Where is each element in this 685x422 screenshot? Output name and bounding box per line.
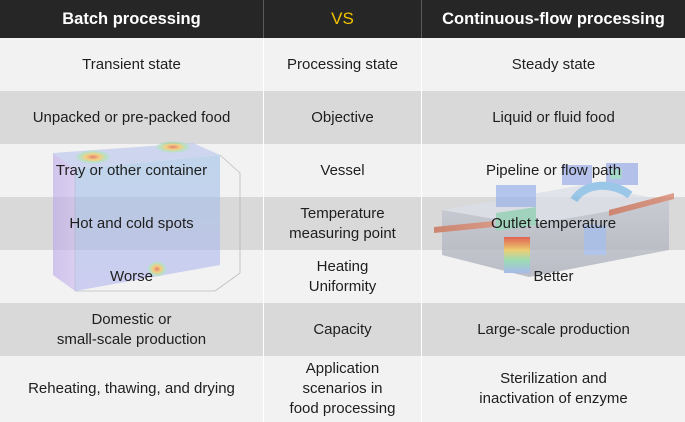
continuous-cell: Sterilization and inactivation of enzyme <box>479 370 628 407</box>
column-divider <box>421 38 422 422</box>
table-row: Transient state Processing state Steady … <box>0 38 685 91</box>
continuous-cell: Outlet temperature <box>490 214 617 232</box>
batch-cell: Reheating, thawing, and drying <box>28 380 235 398</box>
batch-processing-heading: Batch processing <box>62 9 201 28</box>
continuous-flow-heading: Continuous-flow processing <box>442 9 665 28</box>
column-divider <box>263 38 264 422</box>
batch-cell: Transient state <box>82 55 181 73</box>
table-row: Worse Heating Uniformity Better <box>0 250 685 303</box>
batch-cell: Unpacked or pre-packed food <box>32 108 231 126</box>
criterion-cell: Capacity <box>313 320 372 338</box>
criterion-cell: Objective <box>311 108 374 126</box>
batch-cell: Hot and cold spots <box>69 214 194 232</box>
continuous-cell: Pipeline or flow path <box>485 161 622 179</box>
continuous-cell: Better <box>533 267 574 285</box>
criterion-cell: Vessel <box>320 161 365 179</box>
header-row: Batch processing VS Continuous-flow proc… <box>0 0 685 38</box>
table-row: Domestic or small-scale production Capac… <box>0 303 685 356</box>
table-row: Tray or other container Vessel Pipeline … <box>0 144 685 197</box>
continuous-cell: Liquid or fluid food <box>492 108 615 126</box>
batch-cell: Domestic or small-scale production <box>56 310 207 348</box>
header-divider <box>421 0 422 38</box>
batch-cell: Tray or other container <box>55 161 208 179</box>
criterion-cell: Processing state <box>287 55 398 73</box>
table-body: Transient state Processing state Steady … <box>0 38 685 422</box>
continuous-cell: Large-scale production <box>477 320 630 338</box>
table-row: Hot and cold spots Temperature measuring… <box>0 197 685 250</box>
criterion-cell: Application scenarios in food processing <box>289 360 396 417</box>
header-divider <box>263 0 264 38</box>
batch-cell: Worse <box>109 267 154 285</box>
criterion-cell: Temperature measuring point <box>289 204 396 242</box>
table-row: Reheating, thawing, and drying Applicati… <box>0 356 685 422</box>
criterion-cell: Heating Uniformity <box>308 257 377 295</box>
continuous-cell: Steady state <box>511 55 596 73</box>
table-row: Unpacked or pre-packed food Objective Li… <box>0 91 685 144</box>
vs-heading: VS <box>331 9 354 28</box>
